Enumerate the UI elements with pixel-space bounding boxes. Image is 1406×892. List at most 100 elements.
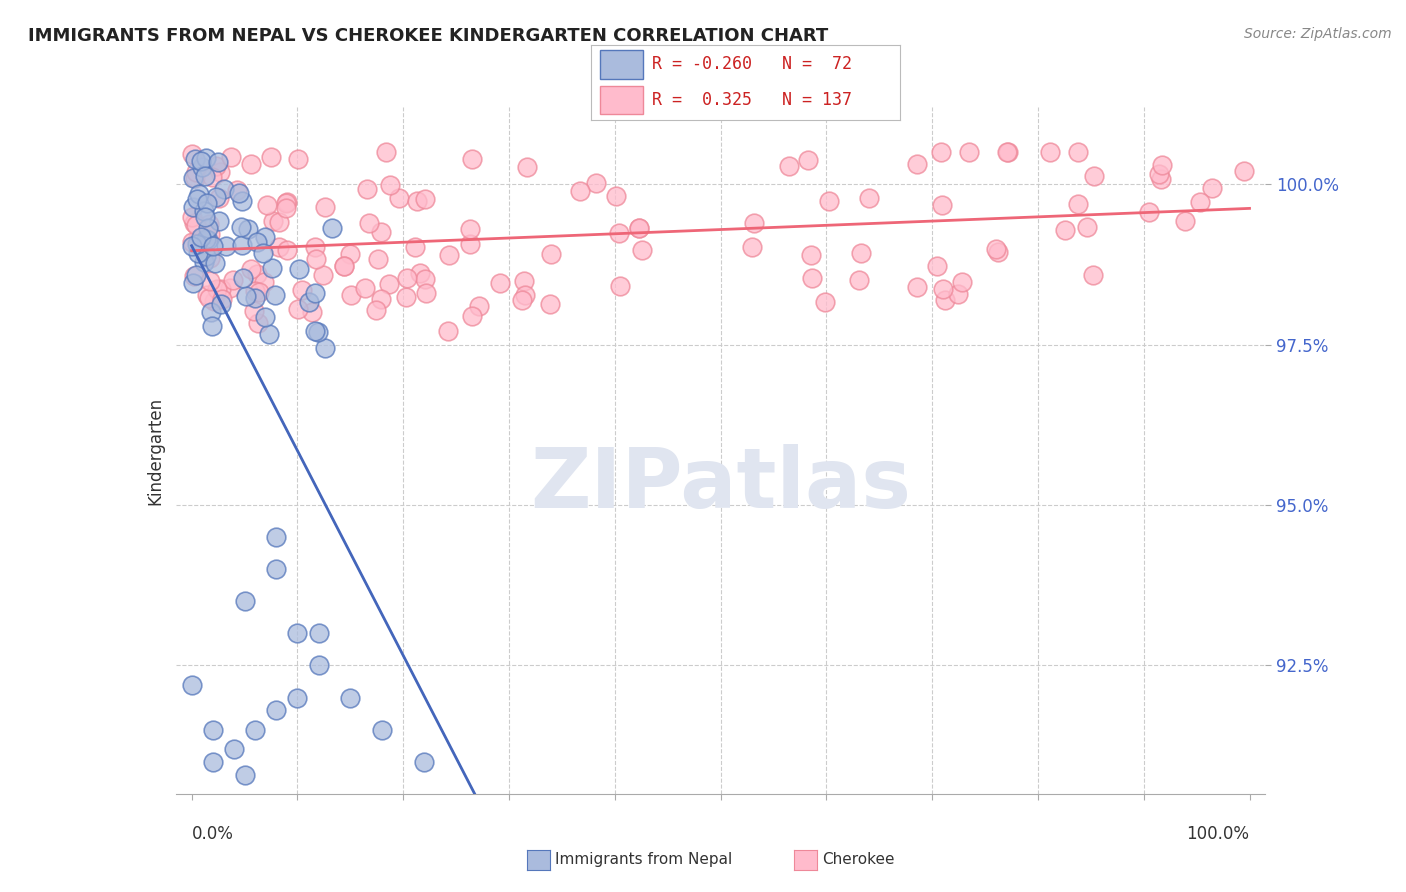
Point	[205, 283, 228, 297]
Point	[181, 210, 204, 224]
Point	[409, 266, 432, 280]
Point	[204, 190, 226, 204]
Point	[304, 240, 326, 254]
Point	[388, 191, 411, 205]
Point	[1067, 197, 1090, 211]
Point	[243, 304, 266, 318]
Point	[198, 291, 221, 305]
Text: ZIPatlas: ZIPatlas	[530, 444, 911, 525]
Point	[298, 295, 321, 310]
Point	[339, 690, 361, 705]
Point	[187, 186, 209, 201]
Point	[287, 262, 309, 277]
Point	[1152, 158, 1174, 172]
Point	[238, 221, 260, 235]
Point	[249, 285, 271, 299]
Point	[193, 203, 215, 218]
Point	[194, 169, 217, 184]
Point	[413, 755, 436, 769]
Point	[460, 152, 482, 166]
Point	[380, 178, 402, 193]
Text: R = -0.260   N =  72: R = -0.260 N = 72	[652, 55, 852, 73]
Point	[254, 230, 277, 244]
Point	[243, 291, 266, 305]
Point	[240, 157, 263, 171]
Point	[997, 145, 1019, 159]
Point	[263, 288, 285, 302]
Point	[183, 216, 205, 230]
Point	[986, 242, 1008, 256]
Point	[987, 244, 1010, 259]
Point	[569, 184, 592, 198]
Point	[308, 658, 330, 673]
Point	[264, 530, 287, 544]
Point	[198, 218, 221, 232]
Point	[204, 256, 226, 270]
Point	[180, 678, 202, 692]
Point	[201, 319, 224, 334]
Y-axis label: Kindergarten: Kindergarten	[146, 396, 165, 505]
Text: Immigrants from Nepal: Immigrants from Nepal	[555, 853, 733, 867]
Point	[630, 243, 652, 257]
Point	[233, 767, 256, 781]
Point	[741, 239, 763, 253]
Point	[406, 194, 429, 209]
Point	[287, 626, 309, 640]
Point	[800, 248, 823, 262]
Point	[198, 274, 221, 288]
Point	[222, 273, 245, 287]
Point	[183, 152, 205, 166]
Point	[181, 147, 204, 161]
Bar	[600, 50, 643, 78]
Point	[235, 289, 257, 303]
Point	[437, 248, 460, 262]
Point	[468, 299, 491, 313]
Point	[233, 594, 256, 608]
Point	[333, 259, 356, 273]
Point	[1233, 164, 1256, 178]
Point	[191, 160, 214, 174]
Point	[256, 198, 278, 212]
Point	[276, 243, 298, 257]
Point	[314, 341, 336, 355]
Point	[950, 275, 973, 289]
Point	[585, 176, 607, 190]
Point	[510, 293, 533, 307]
Point	[995, 145, 1018, 159]
Point	[205, 159, 228, 173]
Point	[929, 145, 952, 159]
Point	[264, 562, 287, 576]
Point	[1201, 181, 1223, 195]
Point	[305, 252, 328, 267]
Point	[931, 198, 953, 212]
Point	[253, 310, 276, 325]
Point	[1039, 145, 1062, 159]
Point	[931, 282, 953, 296]
Point	[229, 220, 252, 235]
Point	[267, 240, 290, 254]
Point	[257, 326, 280, 341]
Point	[1083, 169, 1105, 184]
Point	[195, 195, 218, 210]
Point	[1081, 268, 1104, 283]
Point	[181, 200, 204, 214]
Point	[339, 247, 361, 261]
Text: IMMIGRANTS FROM NEPAL VS CHEROKEE KINDERGARTEN CORRELATION CHART: IMMIGRANTS FROM NEPAL VS CHEROKEE KINDER…	[28, 27, 828, 45]
Point	[200, 305, 222, 319]
Point	[260, 150, 283, 164]
Point	[287, 301, 309, 316]
Point	[243, 723, 266, 737]
Point	[262, 214, 284, 228]
Point	[195, 232, 218, 246]
Point	[367, 252, 389, 267]
Point	[395, 290, 418, 304]
Point	[201, 169, 224, 184]
Point	[274, 201, 297, 215]
Point	[848, 273, 870, 287]
Point	[460, 221, 482, 235]
Point	[934, 293, 956, 307]
Point	[515, 287, 537, 301]
Text: R =  0.325   N = 137: R = 0.325 N = 137	[652, 91, 852, 109]
Point	[181, 239, 204, 253]
Point	[184, 165, 207, 179]
